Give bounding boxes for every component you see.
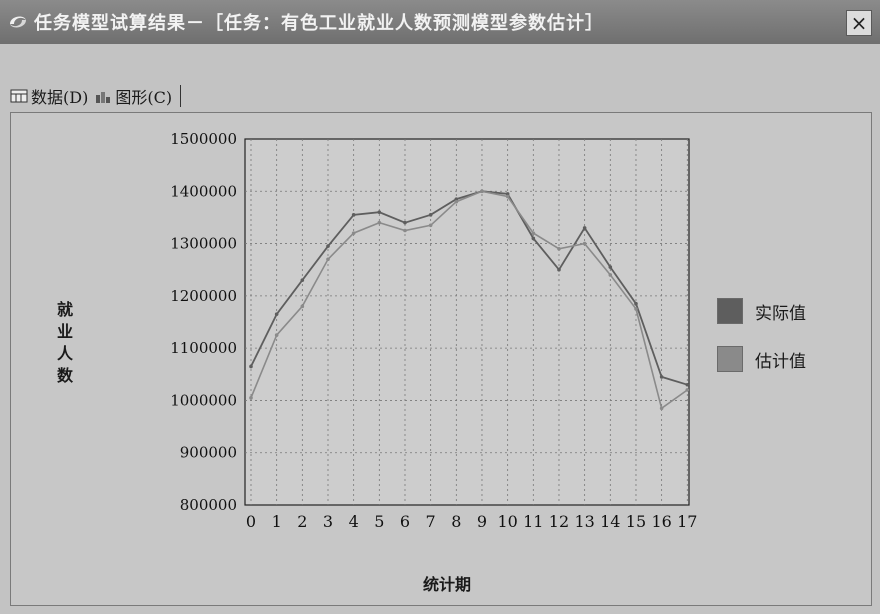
bar-chart-icon: [96, 92, 111, 103]
app-logo-icon: [10, 16, 26, 28]
tab-data-label: 数据(D): [31, 88, 89, 107]
x-tick-label: 9: [477, 512, 487, 531]
data-point-estimate: [274, 333, 279, 337]
tab-chart-label: 图形(C): [115, 88, 173, 107]
data-point-actual: [300, 278, 305, 282]
chart-panel: 800000 900000 1000000 1100000 1200000 1300000…: [10, 112, 872, 606]
data-point-actual: [428, 213, 433, 217]
data-point-actual: [377, 210, 382, 214]
line-chart: 800000 900000 1000000 1100000 1200000 1300000…: [170, 130, 697, 531]
data-point-estimate: [531, 231, 536, 235]
x-tick-label: 2: [297, 512, 307, 531]
tab-data[interactable]: 数据(D): [10, 84, 88, 108]
y-tick-label: 1100000: [170, 339, 237, 357]
y-tick-label: 900000: [180, 444, 237, 462]
data-point-estimate: [454, 199, 459, 204]
data-point-actual: [531, 236, 536, 241]
data-point-actual: [582, 226, 587, 230]
y-tick-label: 800000: [180, 496, 237, 514]
title-bar: 任务模型试算结果－［任务：有色工业就业人数预测模型参数估计］ ×: [0, 0, 880, 44]
data-point-estimate: [351, 231, 356, 235]
y-tick-label: 1000000: [170, 391, 237, 409]
data-point-estimate: [608, 273, 613, 277]
legend-swatch-estimate: [717, 346, 743, 372]
data-point-estimate: [480, 189, 484, 194]
data-point-actual: [249, 364, 253, 369]
x-tick-label: 0: [246, 512, 256, 531]
view-tabs: 数据(D) 图形(C): [10, 84, 182, 108]
data-point-actual: [685, 382, 690, 387]
data-point-actual: [326, 244, 330, 248]
data-point-estimate: [505, 194, 510, 199]
legend-label-estimate: 估计值: [755, 351, 806, 372]
x-tick-label: 1: [272, 512, 282, 531]
data-point-actual: [659, 375, 664, 379]
data-point-estimate: [685, 388, 690, 392]
data-point-estimate: [582, 241, 587, 246]
x-tick-label: 11: [523, 512, 543, 531]
data-point-estimate: [634, 307, 638, 311]
legend-label-actual: 实际值: [755, 303, 806, 324]
data-point-estimate: [403, 228, 407, 233]
data-point-actual: [505, 192, 510, 196]
data-point-estimate: [557, 247, 561, 251]
close-button[interactable]: ×: [846, 10, 872, 36]
x-tick-label: 10: [497, 512, 517, 531]
y-axis-label: 就业人数: [56, 300, 73, 385]
legend-swatch-actual: [717, 298, 743, 324]
data-point-actual: [403, 220, 407, 225]
y-tick-label: 1500000: [170, 130, 237, 148]
data-point-actual: [557, 267, 561, 272]
x-tick-label: 16: [651, 512, 671, 531]
x-tick-label: 13: [574, 512, 594, 531]
data-point-estimate: [428, 223, 433, 228]
plot-area: [244, 138, 690, 506]
x-tick-label: 7: [426, 512, 436, 531]
x-tick-label: 17: [677, 512, 697, 531]
data-point-actual: [351, 213, 356, 217]
data-point-estimate: [377, 220, 382, 225]
data-point-estimate: [326, 257, 330, 262]
x-tick-label: 14: [600, 512, 620, 531]
tab-chart[interactable]: 图形(C): [94, 84, 172, 108]
data-point-actual: [274, 312, 279, 316]
x-tick-label: 4: [349, 512, 359, 531]
series-line-actual: [250, 190, 688, 386]
x-axis-label: 统计期: [423, 575, 472, 594]
y-tick-label: 1200000: [170, 287, 237, 305]
x-tick-label: 15: [626, 512, 646, 531]
y-tick-label: 1300000: [170, 235, 237, 253]
data-point-actual: [634, 301, 638, 306]
x-tick-label: 3: [323, 512, 333, 531]
x-tick-label: 12: [549, 512, 569, 531]
data-point-actual: [608, 265, 613, 269]
data-point-estimate: [300, 304, 305, 309]
chart-legend: 实际值 估计值: [717, 296, 806, 392]
y-tick-label: 1400000: [170, 182, 237, 200]
legend-item-estimate: 估计值: [717, 344, 806, 374]
data-point-actual: [454, 197, 459, 201]
data-point-estimate: [659, 406, 664, 411]
grid-icon: [10, 89, 28, 103]
tab-separator: [180, 85, 182, 107]
data-point-estimate: [249, 396, 253, 400]
x-tick-label: 5: [374, 512, 384, 531]
window-title: 任务模型试算结果－［任务：有色工业就业人数预测模型参数估计］: [34, 13, 604, 34]
series-line-estimate: [250, 190, 688, 410]
legend-item-actual: 实际值: [717, 296, 806, 326]
x-tick-label: 6: [400, 512, 410, 531]
x-tick-label: 8: [451, 512, 461, 531]
